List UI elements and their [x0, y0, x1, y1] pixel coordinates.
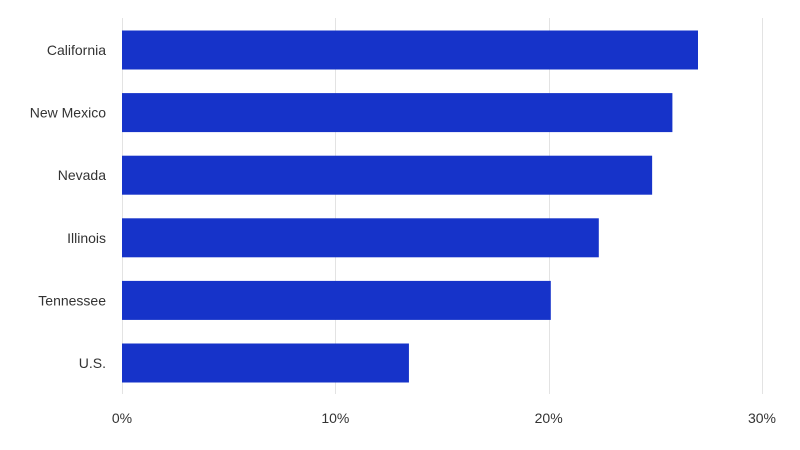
- category-label: Tennessee: [38, 292, 106, 308]
- category-label: California: [47, 42, 106, 58]
- bar-california: [122, 30, 698, 70]
- bar-tennessee: [122, 280, 551, 320]
- gridlines: [122, 18, 763, 394]
- category-label: Illinois: [67, 230, 106, 246]
- category-label: New Mexico: [30, 105, 106, 121]
- x-tick-label: 20%: [535, 410, 563, 426]
- category-label: Nevada: [58, 167, 106, 183]
- x-tick-label: 10%: [321, 410, 349, 426]
- x-tick-label: 0%: [112, 410, 132, 426]
- bar-illinois: [122, 218, 599, 258]
- bar-new-mexico: [122, 93, 673, 133]
- x-tick-labels: 0% 10% 20% 30%: [112, 410, 776, 426]
- bar-u-s: [122, 343, 409, 383]
- category-label: U.S.: [79, 355, 106, 371]
- x-tick-label: 30%: [748, 410, 776, 426]
- category-labels: California New Mexico Nevada Illinois Tennes…: [30, 42, 106, 371]
- bar-nevada: [122, 155, 653, 195]
- bars: [122, 30, 698, 383]
